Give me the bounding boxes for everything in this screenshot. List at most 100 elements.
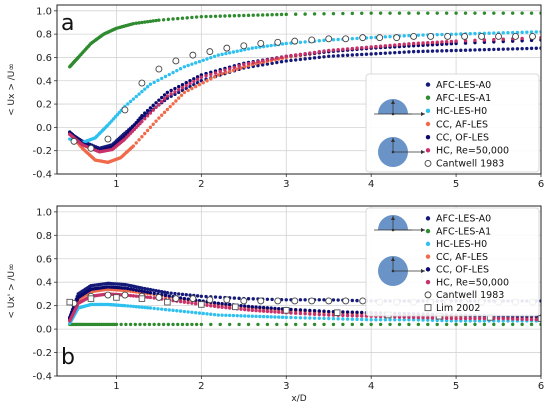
data-point (459, 48, 463, 53)
data-point (440, 40, 444, 44)
data-point (492, 31, 496, 35)
data-point (163, 293, 168, 298)
data-point (194, 15, 199, 19)
data-point (454, 322, 458, 327)
y-tick-label: 0.2 (36, 301, 52, 312)
data-point (192, 77, 196, 81)
data-point (251, 60, 255, 65)
data-point (411, 41, 416, 46)
data-point (66, 298, 73, 306)
data-point (520, 39, 524, 43)
legend-label: Cantwell 1983 (436, 159, 504, 170)
data-point (204, 14, 208, 19)
data-point (273, 310, 277, 314)
data-point (322, 309, 326, 313)
data-point (265, 13, 270, 17)
data-point (165, 94, 170, 98)
data-point (369, 318, 373, 322)
data-point (104, 135, 112, 143)
data-point (269, 43, 273, 48)
data-point (496, 47, 501, 51)
data-point (213, 14, 218, 18)
data-point (274, 38, 282, 46)
data-point (421, 41, 425, 45)
series-afc-les-a1 (68, 11, 541, 69)
legend-entry: AFC-LES-A1 (425, 93, 491, 104)
data-point (317, 312, 321, 317)
data-point (186, 88, 190, 93)
data-point (520, 46, 524, 51)
y-tick-label: 0.4 (36, 278, 52, 289)
data-point (510, 39, 515, 43)
series-cantwell-1983 (70, 33, 536, 152)
data-point (180, 292, 185, 297)
data-point (397, 42, 402, 47)
data-point (411, 49, 416, 54)
data-point (148, 111, 153, 115)
data-point (273, 315, 277, 319)
panel-a: -0.4 -0.2 0.0 0.2 0.4 0.6 0.8 1.0 1 2 3 4 5 6 < Ux > /… (7, 4, 544, 190)
data-point (482, 47, 487, 52)
y-axis-label: < Ux > /U∞ (7, 63, 17, 116)
data-point (402, 34, 406, 38)
legend-label: CC, OF-LES (436, 132, 489, 143)
data-point (178, 67, 183, 71)
data-point (260, 13, 265, 17)
legend-label: AFC-LES-A0 (436, 80, 491, 91)
data-point (180, 85, 185, 90)
data-point (284, 41, 288, 46)
data-point (350, 11, 355, 16)
data-point (463, 11, 468, 15)
data-point (199, 322, 204, 327)
data-point (482, 322, 487, 327)
data-point (270, 57, 274, 61)
series-afc-les-a1 (68, 322, 541, 327)
data-point (242, 13, 246, 18)
data-point (468, 32, 472, 36)
data-point (246, 322, 251, 327)
data-point (190, 301, 194, 305)
data-point (123, 303, 127, 308)
data-point (265, 62, 270, 66)
data-point (169, 94, 173, 98)
data-point (197, 59, 202, 64)
data-point (246, 314, 251, 318)
data-point (169, 291, 173, 295)
data-point (163, 74, 168, 79)
data-point (293, 322, 298, 327)
data-point (331, 48, 336, 52)
data-point (174, 99, 178, 103)
data-point (265, 297, 270, 301)
legend-marker (425, 108, 431, 114)
data-point (162, 97, 167, 101)
data-point (341, 317, 345, 321)
data-point (260, 63, 265, 67)
data-point (227, 313, 232, 318)
data-point (145, 108, 150, 113)
data-point (440, 49, 444, 53)
data-point (454, 41, 458, 46)
data-point (463, 319, 468, 323)
data-point (182, 65, 187, 69)
data-point (435, 32, 439, 37)
data-point (327, 309, 331, 314)
data-point (145, 295, 150, 299)
data-point (459, 319, 463, 323)
legend-entry: AFC-LES-A1 (425, 226, 491, 237)
y-tick-label: 0.6 (36, 53, 52, 64)
x-tick-label: 2 (198, 381, 204, 392)
data-point (246, 61, 251, 66)
data-point (512, 33, 519, 40)
data-point (168, 104, 172, 109)
data-point (275, 322, 279, 327)
data-point (161, 18, 166, 22)
data-point (468, 48, 472, 52)
data-point (223, 14, 227, 18)
data-point (160, 76, 164, 81)
data-point (416, 41, 421, 45)
data-point (393, 34, 401, 42)
data-point (355, 46, 359, 50)
data-point (322, 322, 326, 327)
data-point (160, 307, 164, 311)
data-point (303, 312, 307, 316)
